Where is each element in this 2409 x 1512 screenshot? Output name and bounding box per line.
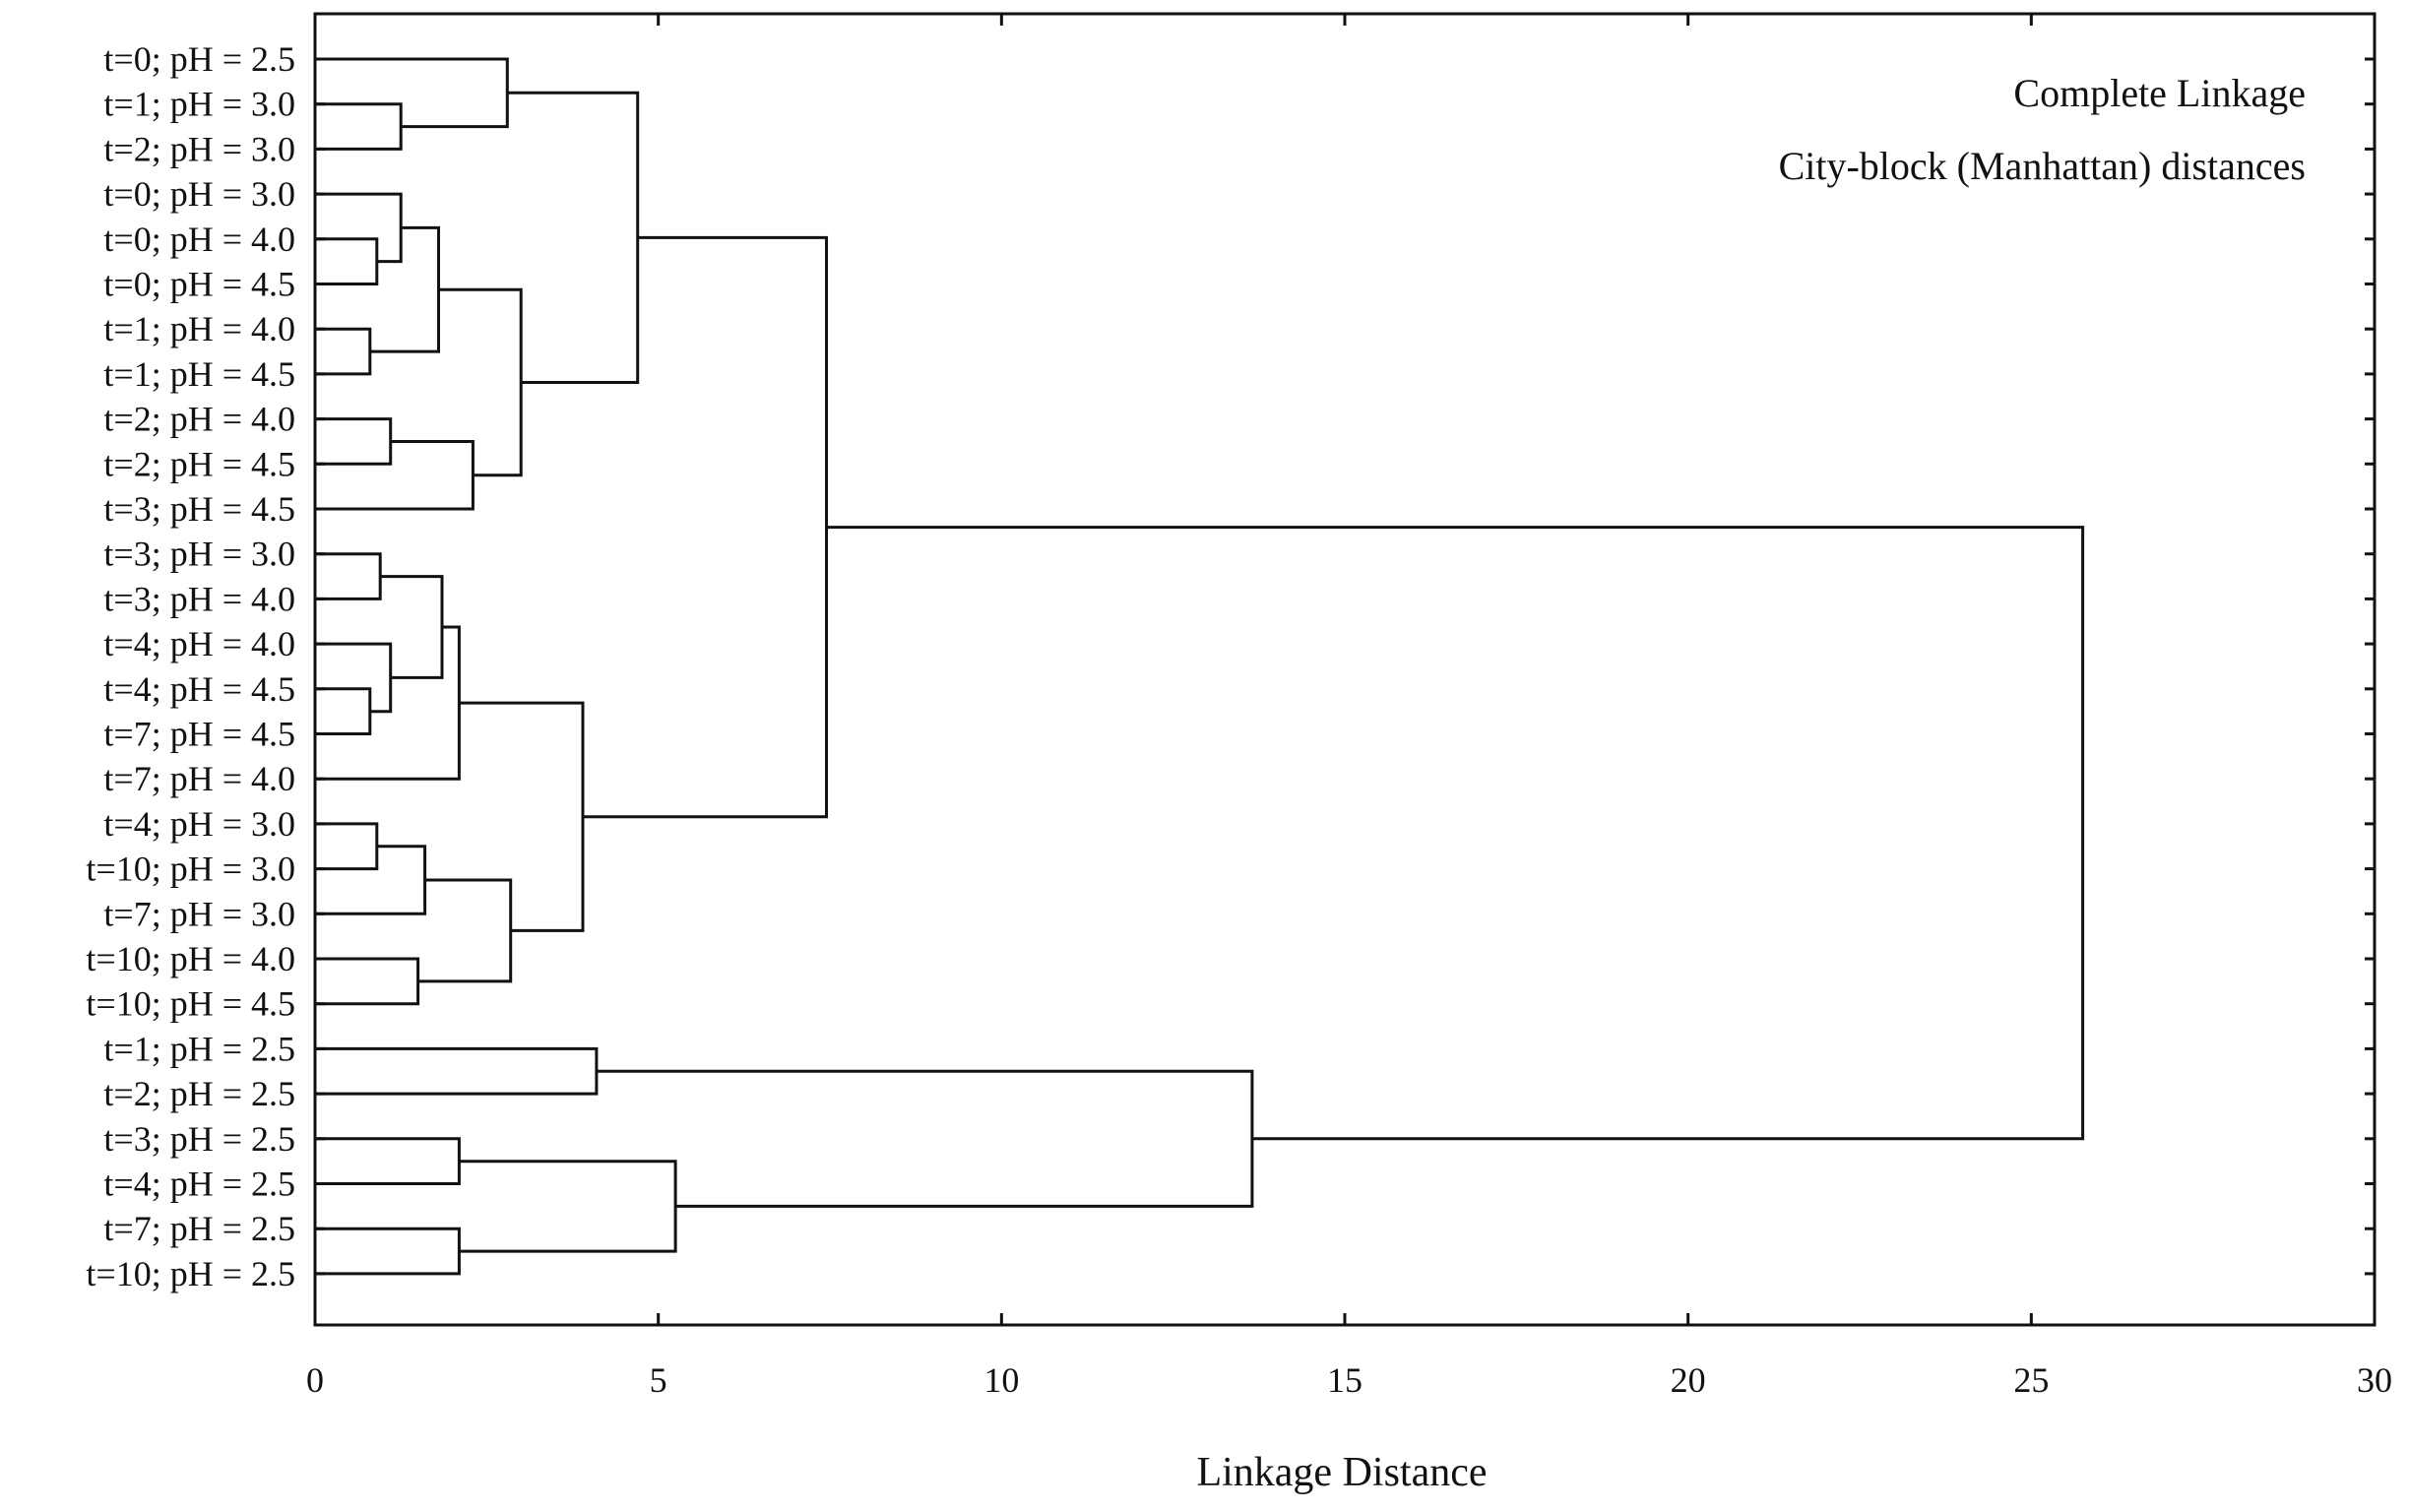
cluster-link: [315, 327, 372, 376]
leaf-label: t=7; pH = 4.0: [103, 759, 295, 798]
leaf-label: t=7; pH = 3.0: [103, 894, 295, 933]
leaf-label: t=0; pH = 3.0: [103, 174, 295, 214]
cluster-link: [315, 687, 372, 735]
x-tick-label: 15: [1327, 1360, 1363, 1400]
cluster-link: [315, 440, 475, 511]
x-axis-ticks: 0 5 10 15 20 25 30: [306, 14, 2392, 1400]
leaf-label: t=0; pH = 4.0: [103, 220, 295, 259]
cluster-link: [315, 237, 379, 285]
leaf-label: t=1; pH = 2.5: [103, 1029, 295, 1068]
leaf-label: t=3; pH = 2.5: [103, 1119, 295, 1159]
cluster-link: [315, 192, 403, 264]
cluster-link: [315, 417, 393, 466]
cluster-link: [438, 287, 523, 477]
leaf-labels: t=0; pH = 2.5 t=1; pH = 3.0 t=2; pH = 3.0 t…: [86, 39, 295, 1293]
leaf-label: t=7; pH = 2.5: [103, 1209, 295, 1248]
leaf-label: t=1; pH = 3.0: [103, 85, 295, 124]
cluster-link: [315, 957, 420, 1006]
cluster-link: [315, 1137, 461, 1185]
leaf-label: t=10; pH = 4.0: [86, 939, 295, 978]
leaf-label: t=10; pH = 4.5: [86, 984, 295, 1024]
leaf-label: t=2; pH = 2.5: [103, 1074, 295, 1113]
cluster-link: [507, 91, 640, 384]
cluster-link: [826, 526, 2085, 1141]
leaf-label: t=10; pH = 2.5: [86, 1254, 295, 1293]
leaf-label: t=4; pH = 2.5: [103, 1165, 295, 1204]
cluster-link: [459, 701, 585, 932]
x-tick-label: 5: [650, 1360, 667, 1400]
y-axis-ticks: [315, 57, 2375, 1276]
cluster-link: [315, 625, 461, 781]
leaf-label: t=3; pH = 4.5: [103, 489, 295, 529]
x-tick-label: 30: [2357, 1360, 2392, 1400]
annotation-distance: City-block (Manhattan) distances: [1779, 144, 2306, 188]
leaf-label: t=4; pH = 3.0: [103, 804, 295, 844]
cluster-link: [315, 552, 382, 600]
cluster-link: [315, 642, 393, 714]
leaf-label: t=4; pH = 4.5: [103, 669, 295, 709]
cluster-link: [315, 1227, 461, 1276]
leaf-label: t=3; pH = 4.0: [103, 579, 295, 618]
cluster-link: [459, 1160, 677, 1253]
dendrogram-links: [315, 57, 2085, 1276]
x-tick-label: 0: [306, 1360, 324, 1400]
leaf-label: t=10; pH = 3.0: [86, 850, 295, 889]
leaf-label: t=2; pH = 4.5: [103, 444, 295, 483]
x-axis-title: Linkage Distance: [1196, 1450, 1487, 1495]
cluster-link: [596, 1069, 1254, 1208]
cluster-link: [417, 878, 513, 983]
x-tick-label: 20: [1671, 1360, 1706, 1400]
leaf-label: t=7; pH = 4.5: [103, 715, 295, 754]
leaf-label: t=3; pH = 3.0: [103, 535, 295, 574]
annotation-method: Complete Linkage: [2013, 71, 2306, 115]
cluster-link: [315, 822, 379, 871]
cluster-link: [315, 1046, 599, 1096]
leaf-label: t=2; pH = 3.0: [103, 129, 295, 168]
cluster-link: [369, 225, 440, 353]
plot-frame: [313, 12, 2377, 1327]
leaf-label: t=4; pH = 4.0: [103, 624, 295, 663]
cluster-link: [583, 235, 828, 819]
cluster-link: [315, 845, 427, 915]
cluster-link: [315, 57, 509, 129]
leaf-label: t=0; pH = 2.5: [103, 39, 295, 79]
leaf-label: t=1; pH = 4.0: [103, 309, 295, 348]
leaf-label: t=2; pH = 4.0: [103, 400, 295, 439]
leaf-label: t=1; pH = 4.5: [103, 354, 295, 394]
leaf-label: t=0; pH = 4.5: [103, 265, 295, 304]
x-tick-label: 10: [983, 1360, 1019, 1400]
cluster-link: [315, 102, 403, 151]
x-tick-label: 25: [2013, 1360, 2049, 1400]
